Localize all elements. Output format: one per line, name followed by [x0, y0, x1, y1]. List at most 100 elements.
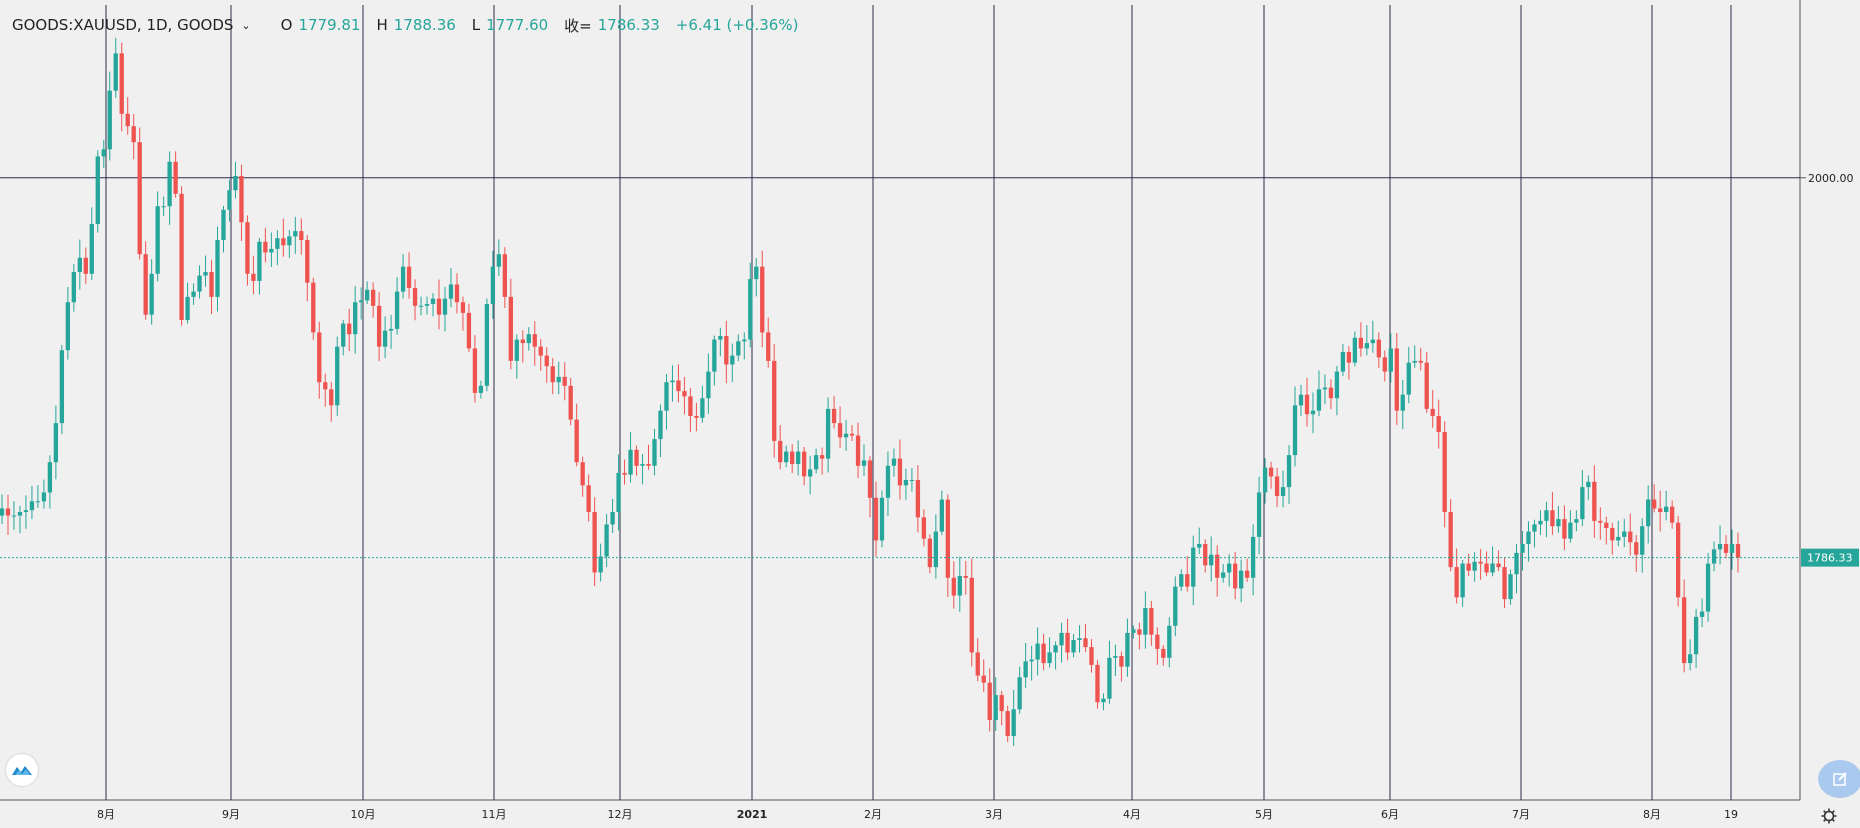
candle-body[interactable]	[598, 556, 603, 573]
candle-body[interactable]	[1047, 652, 1052, 664]
candle-body[interactable]	[999, 695, 1004, 712]
candle-body[interactable]	[347, 323, 352, 335]
candle-body[interactable]	[945, 499, 950, 578]
candle-body[interactable]	[1442, 432, 1447, 512]
candle-body[interactable]	[556, 376, 561, 383]
candle-body[interactable]	[281, 238, 286, 246]
candle-body[interactable]	[1334, 371, 1340, 399]
candle-body[interactable]	[1556, 519, 1561, 527]
candle-body[interactable]	[508, 296, 513, 361]
candle-body[interactable]	[1526, 531, 1531, 544]
candle-body[interactable]	[1340, 352, 1346, 372]
candle-body[interactable]	[0, 508, 5, 516]
candle-body[interactable]	[1023, 661, 1028, 678]
candle-body[interactable]	[526, 334, 531, 344]
candle-body[interactable]	[137, 142, 142, 255]
candle-body[interactable]	[1083, 638, 1088, 648]
candle-body[interactable]	[1382, 357, 1387, 372]
candle-body[interactable]	[670, 380, 675, 383]
candle-body[interactable]	[311, 282, 316, 333]
candle-body[interactable]	[748, 279, 753, 340]
candle-body[interactable]	[1735, 544, 1741, 558]
candle-body[interactable]	[1586, 481, 1591, 488]
candle-body[interactable]	[305, 240, 310, 283]
candle-body[interactable]	[1729, 544, 1735, 553]
candle-body[interactable]	[179, 193, 184, 320]
candle-body[interactable]	[1717, 544, 1723, 550]
candle-body[interactable]	[766, 332, 771, 361]
candle-body[interactable]	[1693, 616, 1699, 655]
candle-body[interactable]	[879, 497, 885, 541]
candle-body[interactable]	[676, 380, 681, 392]
candle-body[interactable]	[125, 113, 130, 127]
candle-body[interactable]	[1095, 664, 1100, 703]
candle-body[interactable]	[359, 300, 364, 303]
tradingview-logo-icon[interactable]	[5, 753, 39, 787]
candle-body[interactable]	[173, 161, 178, 194]
candle-body[interactable]	[299, 231, 304, 240]
candle-body[interactable]	[1149, 608, 1154, 635]
candle-body[interactable]	[47, 462, 53, 493]
candle-body[interactable]	[1268, 467, 1274, 477]
candle-body[interactable]	[1681, 597, 1687, 664]
candle-body[interactable]	[975, 652, 980, 676]
candle-body[interactable]	[646, 464, 651, 466]
candle-body[interactable]	[700, 398, 705, 418]
candle-body[interactable]	[1598, 520, 1603, 523]
candle-body[interactable]	[287, 236, 292, 246]
candle-body[interactable]	[1059, 632, 1064, 646]
candle-body[interactable]	[724, 336, 729, 365]
candle-body[interactable]	[1592, 481, 1597, 521]
candle-body[interactable]	[448, 284, 454, 299]
candle-body[interactable]	[987, 682, 992, 720]
candle-body[interactable]	[1125, 632, 1130, 667]
candle-body[interactable]	[1017, 677, 1022, 710]
candle-body[interactable]	[1664, 506, 1669, 512]
candle-body[interactable]	[634, 449, 639, 466]
candle-body[interactable]	[1448, 512, 1453, 568]
candle-body[interactable]	[1191, 547, 1196, 587]
candle-body[interactable]	[801, 451, 807, 477]
candle-body[interactable]	[113, 53, 118, 91]
candle-body[interactable]	[1298, 394, 1304, 406]
candle-body[interactable]	[95, 156, 100, 224]
candle-body[interactable]	[1669, 506, 1675, 523]
candle-body[interactable]	[1041, 643, 1046, 664]
candle-body[interactable]	[101, 149, 106, 157]
candle-body[interactable]	[155, 206, 160, 274]
candle-body[interactable]	[1400, 394, 1405, 411]
candle-body[interactable]	[544, 355, 549, 367]
candle-body[interactable]	[861, 460, 867, 466]
candle-body[interactable]	[1101, 698, 1106, 703]
candle-body[interactable]	[1035, 643, 1040, 660]
candle-body[interactable]	[706, 371, 711, 399]
candle-body[interactable]	[592, 512, 597, 573]
candle-body[interactable]	[11, 515, 17, 517]
candle-body[interactable]	[1077, 638, 1082, 640]
candle-body[interactable]	[963, 576, 968, 578]
candle-body[interactable]	[1466, 563, 1471, 571]
candle-body[interactable]	[1233, 563, 1238, 589]
candle-body[interactable]	[17, 512, 23, 516]
candle-body[interactable]	[1065, 632, 1070, 653]
candle-body[interactable]	[1029, 659, 1034, 662]
candle-body[interactable]	[1634, 542, 1639, 555]
candle-body[interactable]	[951, 577, 956, 596]
candle-body[interactable]	[1544, 510, 1549, 521]
candle-body[interactable]	[263, 241, 268, 253]
candle-body[interactable]	[215, 240, 220, 297]
candle-body[interactable]	[41, 492, 47, 502]
candle-body[interactable]	[1628, 531, 1633, 543]
candle-body[interactable]	[1705, 563, 1711, 612]
candle-body[interactable]	[1137, 629, 1142, 635]
candle-body[interactable]	[1113, 656, 1118, 658]
candle-body[interactable]	[365, 289, 370, 301]
candle-body[interactable]	[742, 339, 747, 342]
candle-body[interactable]	[1179, 574, 1184, 587]
candle-body[interactable]	[1011, 709, 1016, 736]
candle-body[interactable]	[562, 376, 567, 386]
candle-body[interactable]	[227, 190, 232, 210]
candle-body[interactable]	[1418, 360, 1423, 363]
candle-body[interactable]	[119, 53, 124, 114]
